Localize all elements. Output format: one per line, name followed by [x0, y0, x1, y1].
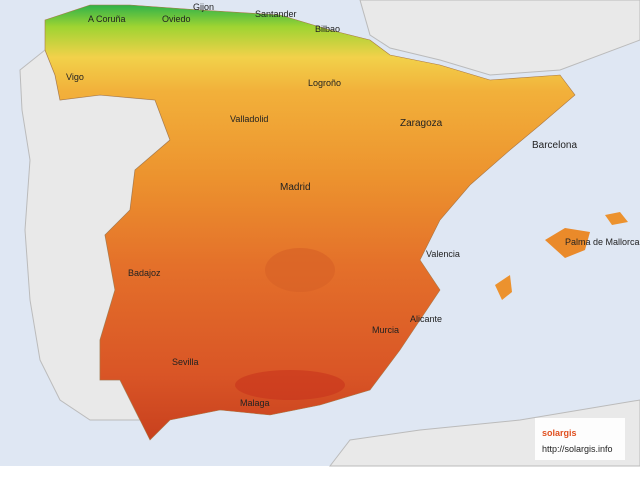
logo[interactable]: solargis — [542, 428, 577, 438]
city-label: Barcelona — [532, 140, 577, 151]
island — [605, 212, 628, 225]
city-label: Bilbao — [315, 24, 340, 34]
city-label: Oviedo — [162, 14, 191, 24]
spain — [44, 4, 576, 441]
city-label: Logroño — [308, 78, 341, 88]
city-label: Valencia — [426, 249, 460, 259]
city-label: Gijon — [193, 2, 214, 12]
city-label: Alicante — [410, 314, 442, 324]
city-label: Murcia — [372, 325, 399, 335]
region — [265, 248, 335, 292]
city-label: Palma de Mallorca — [565, 237, 640, 247]
logo-url[interactable]: http://solargis.info — [542, 444, 613, 454]
city-label: Madrid — [280, 182, 311, 193]
city-label: Santander — [255, 9, 297, 19]
city-label: Sevilla — [172, 357, 199, 367]
city-label: Valladolid — [230, 114, 268, 124]
france — [359, 0, 640, 76]
city-label: Vigo — [66, 72, 84, 82]
city-label: Badajoz — [128, 268, 161, 278]
region — [235, 370, 345, 400]
city-label: A Coruña — [88, 14, 126, 24]
city-label: Zaragoza — [400, 118, 443, 129]
island — [495, 275, 512, 300]
city-label: Malaga — [240, 398, 270, 408]
logo-box — [535, 418, 625, 460]
city-labels: A Coruña Oviedo Gijon Santander Bilbao V… — [66, 2, 640, 408]
island — [545, 228, 590, 258]
